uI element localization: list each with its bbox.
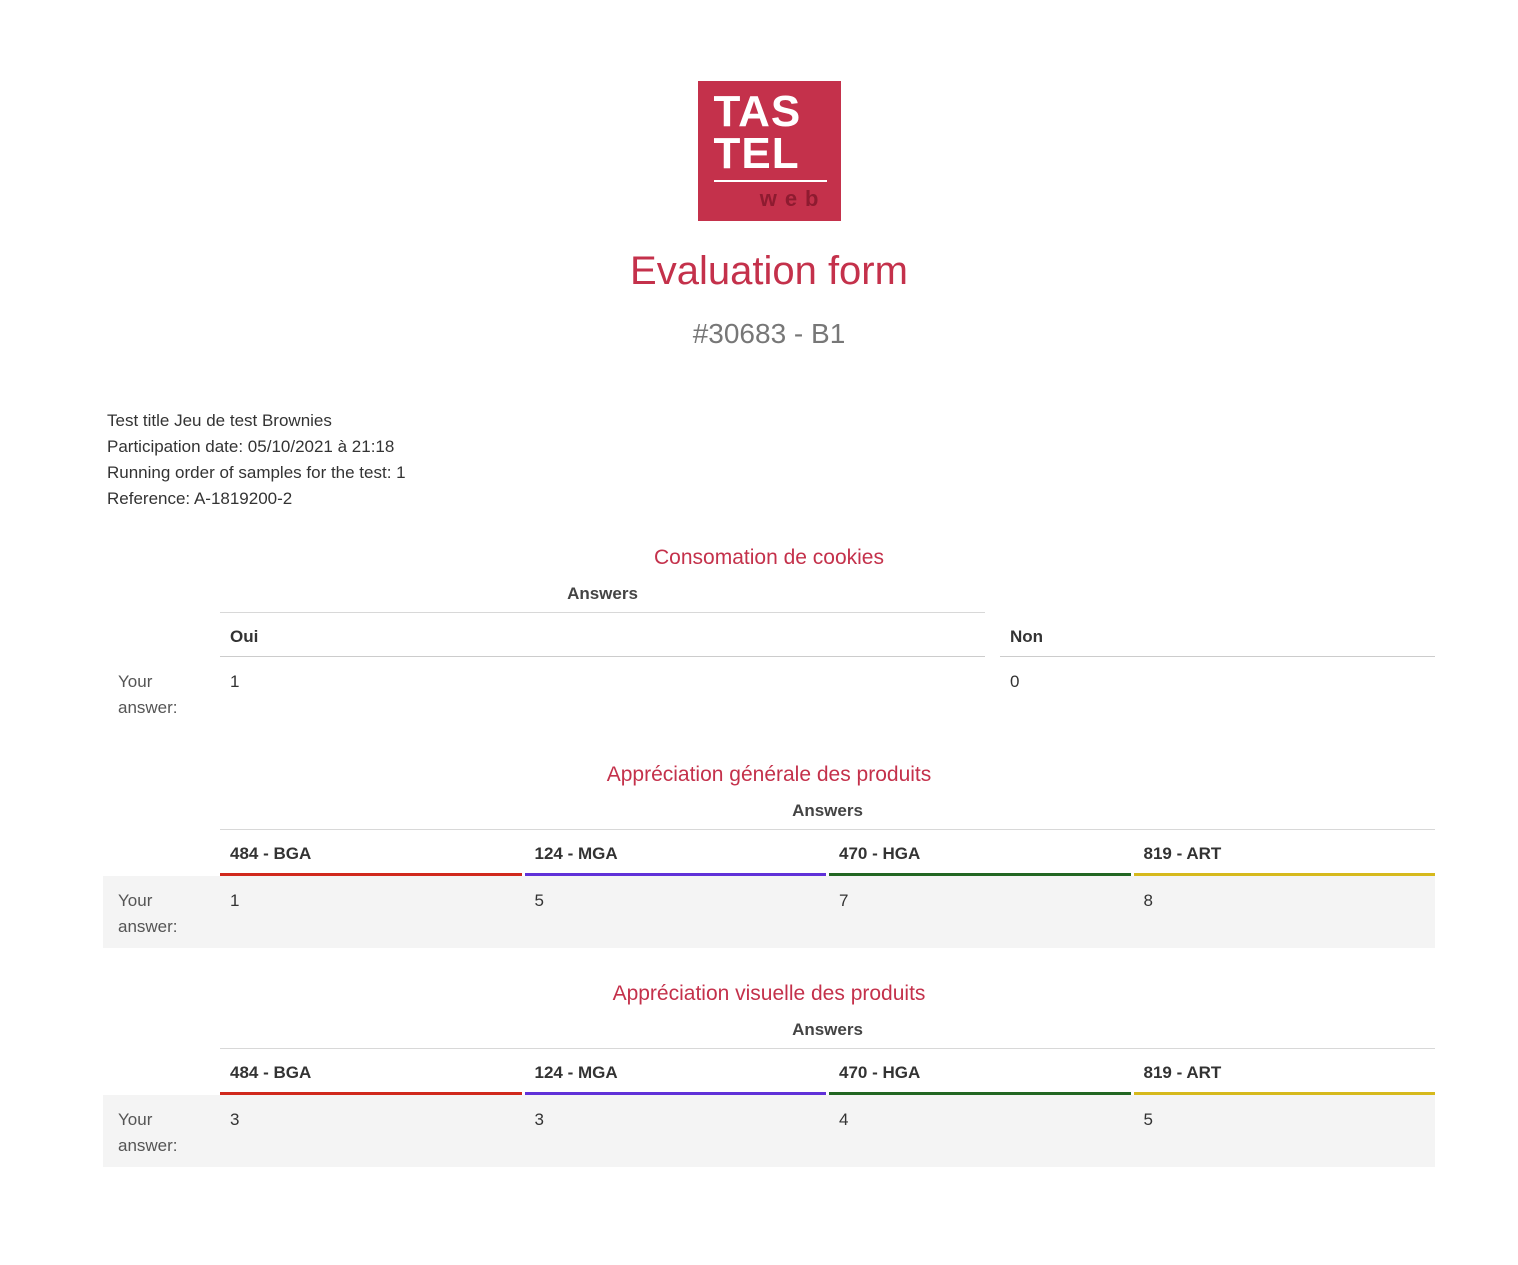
answer-value-oui: 1: [230, 672, 240, 691]
test-info-block: Test title Jeu de test Brownies Particip…: [103, 408, 1435, 512]
answers-header-row: Answers: [103, 1006, 1435, 1049]
empty-cell: [103, 830, 220, 876]
column-header-non: Non: [1000, 613, 1435, 657]
your-answer-row: Your answer: 1 5 7 8: [103, 876, 1435, 948]
answers-label: Answers: [220, 1006, 1435, 1049]
section-appreciation-visuelle: Appréciation visuelle des produits Answe…: [103, 982, 1435, 1167]
column-header-124-mga: 124 - MGA: [524, 1049, 826, 1095]
section-title: Appréciation générale des produits: [606, 763, 932, 786]
answer-value-124-mga: 3: [534, 1110, 544, 1129]
answer-value-non: 0: [1010, 672, 1020, 691]
column-header-470-hga: 470 - HGA: [829, 830, 1131, 876]
answer-value-470-hga: 4: [839, 1110, 849, 1129]
reference-line: Reference: A-1819200-2: [107, 489, 293, 508]
tastel-logo: TAS TEL web: [697, 81, 841, 221]
logo-text-line2: TEL: [713, 128, 800, 178]
answer-value-484-bga: 3: [230, 1110, 240, 1129]
your-answer-row: Your answer: 3 3 4 5: [103, 1095, 1435, 1167]
column-header-row: 484 - BGA 124 - MGA 470 - HGA 819 - ART: [103, 830, 1435, 876]
row-label: Your answer:: [118, 891, 178, 936]
column-header-oui: Oui: [220, 613, 985, 657]
your-answer-row: Your answer: 1 0: [103, 657, 1435, 729]
evaluation-form-page: TAS TEL web Evaluation form #30683 - B1 …: [103, 81, 1435, 1167]
answers-table: Answers Oui Non Your answer: 1 0: [103, 570, 1435, 729]
logo-text-line1: TAS: [713, 87, 802, 136]
answers-table: Answers 484 - BGA 124 - MGA 470 - HGA 81…: [103, 787, 1435, 948]
column-header-819-art: 819 - ART: [1133, 830, 1435, 876]
logo-text-web: web: [759, 185, 827, 211]
column-header-484-bga: 484 - BGA: [220, 1049, 522, 1095]
answers-header-row: Answers: [103, 787, 1435, 830]
empty-cell: [103, 1006, 220, 1049]
logo-divider: [713, 179, 827, 182]
answers-label: Answers: [220, 787, 1435, 830]
answers-header-row: Answers: [103, 570, 1435, 613]
section-appreciation-generale: Appréciation générale des produits Answe…: [103, 763, 1435, 948]
column-header-484-bga: 484 - BGA: [220, 830, 522, 876]
section-cookies: Consomation de cookies Answers Oui Non Y…: [103, 546, 1435, 729]
answer-value-470-hga: 7: [839, 891, 849, 910]
answer-value-124-mga: 5: [534, 891, 544, 910]
column-header-819-art: 819 - ART: [1133, 1049, 1435, 1095]
answers-label: Answers: [220, 570, 985, 613]
empty-cell: [103, 570, 220, 613]
answers-table: Answers 484 - BGA 124 - MGA 470 - HGA 81…: [103, 1006, 1435, 1167]
section-title: Appréciation visuelle des produits: [612, 982, 926, 1005]
empty-cell: [103, 787, 220, 830]
column-header-row: 484 - BGA 124 - MGA 470 - HGA 819 - ART: [103, 1049, 1435, 1095]
column-header-124-mga: 124 - MGA: [524, 830, 826, 876]
page-subtitle: #30683 - B1: [692, 318, 846, 349]
section-title: Consomation de cookies: [654, 546, 884, 569]
row-label: Your answer:: [118, 1110, 178, 1155]
empty-cell: [103, 613, 220, 657]
column-header-470-hga: 470 - HGA: [829, 1049, 1131, 1095]
test-title-line: Test title Jeu de test Brownies: [107, 411, 332, 430]
participation-date-line: Participation date: 05/10/2021 à 21:18: [107, 437, 395, 456]
page-title: Evaluation form: [630, 249, 908, 293]
column-header-row: Oui Non: [103, 613, 1435, 657]
empty-cell: [1000, 570, 1435, 613]
answer-value-484-bga: 1: [230, 891, 240, 910]
row-label: Your answer:: [118, 672, 178, 717]
answer-value-819-art: 8: [1143, 891, 1153, 910]
empty-cell: [103, 1049, 220, 1095]
running-order-line: Running order of samples for the test: 1: [107, 463, 406, 482]
answer-value-819-art: 5: [1143, 1110, 1153, 1129]
